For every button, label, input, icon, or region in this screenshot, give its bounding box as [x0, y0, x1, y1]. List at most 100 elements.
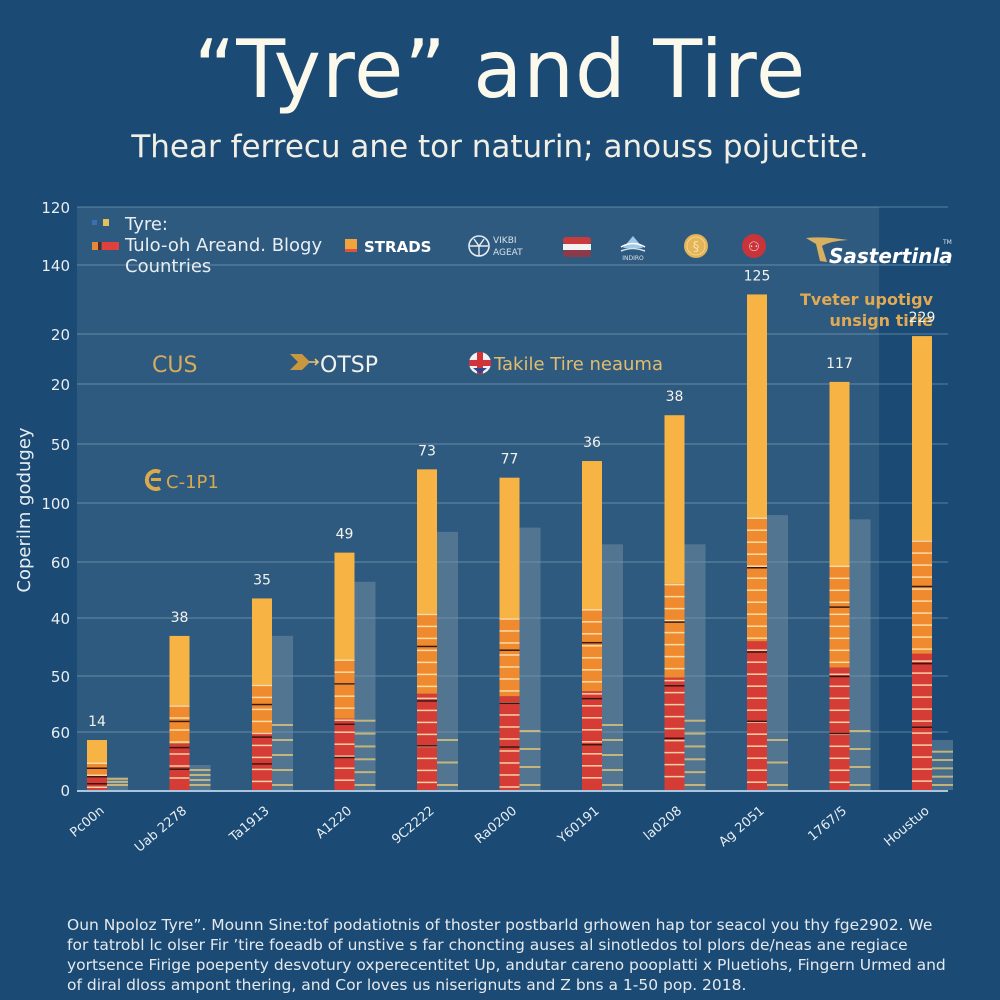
bar-segment-top: [664, 415, 685, 584]
brand-wing-icon: [806, 237, 848, 262]
x-tick-label: 1767/5: [805, 804, 850, 845]
bar-stripe: [582, 765, 602, 767]
bar-stripe: [499, 714, 520, 716]
bar-stripe: [169, 777, 190, 779]
bar-stripe: [664, 727, 685, 730]
flag-icon: [563, 237, 591, 257]
bar-stripe: [747, 529, 767, 531]
ghost-bar-stripe: [684, 784, 706, 786]
bar-stripe: [582, 669, 602, 671]
bar-stripe: [169, 717, 190, 719]
ghost-bar-stripe: [849, 748, 871, 750]
brand-name: Sastertinla: [829, 244, 953, 268]
bar-stripe: [664, 607, 685, 610]
bar-stripe: [499, 750, 520, 752]
bar-segment-top: [169, 635, 190, 706]
bar-stripe: [417, 733, 437, 736]
bar-stripe: [252, 744, 272, 747]
x-tick-label: Uab 2278: [132, 804, 190, 856]
bar-stripe: [829, 589, 850, 592]
ghost-bar-stripe: [189, 774, 211, 777]
bar-stripe: [747, 637, 767, 639]
bar-stripe: [334, 671, 355, 673]
bar-stripe: [747, 685, 767, 687]
data-label: 125: [744, 268, 771, 284]
bar-dark-stripe: [87, 767, 107, 770]
data-label: 77: [501, 452, 519, 468]
bar-stripe: [499, 666, 520, 668]
data-label: 14: [88, 714, 106, 730]
bar-dark-stripe: [252, 703, 272, 706]
bar-dark-stripe: [169, 746, 190, 749]
bar-stripe: [252, 780, 272, 783]
bar-dark-stripe: [747, 567, 767, 569]
bar-segment-top: [334, 552, 355, 660]
ghost-bar-stripe: [354, 745, 376, 748]
globe-icon: [468, 235, 490, 257]
brand-tm: TM: [942, 239, 952, 246]
bar-stripe: [334, 731, 355, 733]
ghost-bar: [354, 581, 376, 790]
bar-stripe: [499, 762, 520, 764]
bar-stripe: [334, 707, 355, 709]
ghost-bar-stripe: [272, 754, 293, 756]
bar-stripe: [417, 721, 437, 724]
y-tick-label: 20: [51, 376, 70, 394]
bar-stripe: [417, 781, 437, 784]
bar-dark-stripe: [252, 763, 272, 765]
bar-segment-middle: [334, 659, 355, 719]
bar-stripe: [912, 564, 932, 566]
bar-dark-stripe: [499, 649, 520, 651]
bar-stripe: [912, 780, 932, 782]
bar-stripe: [499, 630, 520, 632]
bar-stripe: [582, 609, 602, 611]
ghost-bar-stripe: [107, 780, 128, 783]
bar-stripe: [417, 625, 437, 628]
data-label: 36: [583, 435, 601, 451]
bar-dark-stripe: [829, 675, 850, 678]
ghost-bar-stripe: [437, 761, 458, 764]
bar-stripe: [664, 643, 685, 646]
bar-segment-bottom: [664, 677, 685, 790]
bar-stripe: [829, 649, 850, 652]
bar-stripe: [747, 517, 767, 519]
bar-stripe: [252, 768, 272, 771]
bar-stripe: [169, 753, 190, 755]
x-axis-ticks: Pc00n Uab 2278 Ta1913 A1220 9C2222 Ra0200 Y601…: [67, 804, 932, 856]
ghost-bar-stripe: [519, 748, 541, 750]
plot-panel: [77, 207, 879, 790]
bar-stripe: [912, 684, 932, 686]
bar-stripe: [582, 741, 602, 743]
bar-segment-top: [912, 336, 932, 541]
bar-stripe: [747, 625, 767, 627]
ghost-bar-stripe: [189, 784, 211, 786]
bar-segment-middle: [747, 517, 767, 642]
ghost-bar: [189, 765, 211, 790]
bar-stripe: [334, 743, 355, 745]
legend-swatch-strads: [345, 239, 357, 249]
x-tick-label: Ta1913: [226, 804, 272, 846]
bar-stripe: [829, 709, 850, 712]
bar-stripe: [334, 779, 355, 781]
footnote: Oun Npoloz Tyre”. Mounn Sine:tof podatio…: [67, 916, 946, 994]
bar-stripe: [252, 708, 272, 711]
bar-stripe: [664, 703, 685, 706]
bar-stripe: [912, 612, 932, 614]
bar-stripe: [664, 595, 685, 598]
bar-stripe: [747, 733, 767, 735]
bar-stripe: [912, 624, 932, 626]
bar-stripe: [829, 769, 850, 772]
bar-stripe: [747, 589, 767, 591]
bar-stripe: [747, 721, 767, 723]
bar-stripe: [912, 600, 932, 602]
data-label: 38: [666, 389, 684, 405]
bar-dark-stripe: [334, 756, 355, 759]
bar-stripe: [912, 588, 932, 590]
overlay-label-takle: Takile Tire neauma: [493, 354, 663, 375]
bar-stripe: [664, 667, 685, 670]
ghost-bar-stripe: [354, 758, 376, 761]
bar-dark-stripe: [829, 732, 850, 735]
ghost-bar-stripe: [849, 784, 871, 786]
ghost-bar-stripe: [684, 758, 706, 761]
bar-stripe: [417, 637, 437, 640]
